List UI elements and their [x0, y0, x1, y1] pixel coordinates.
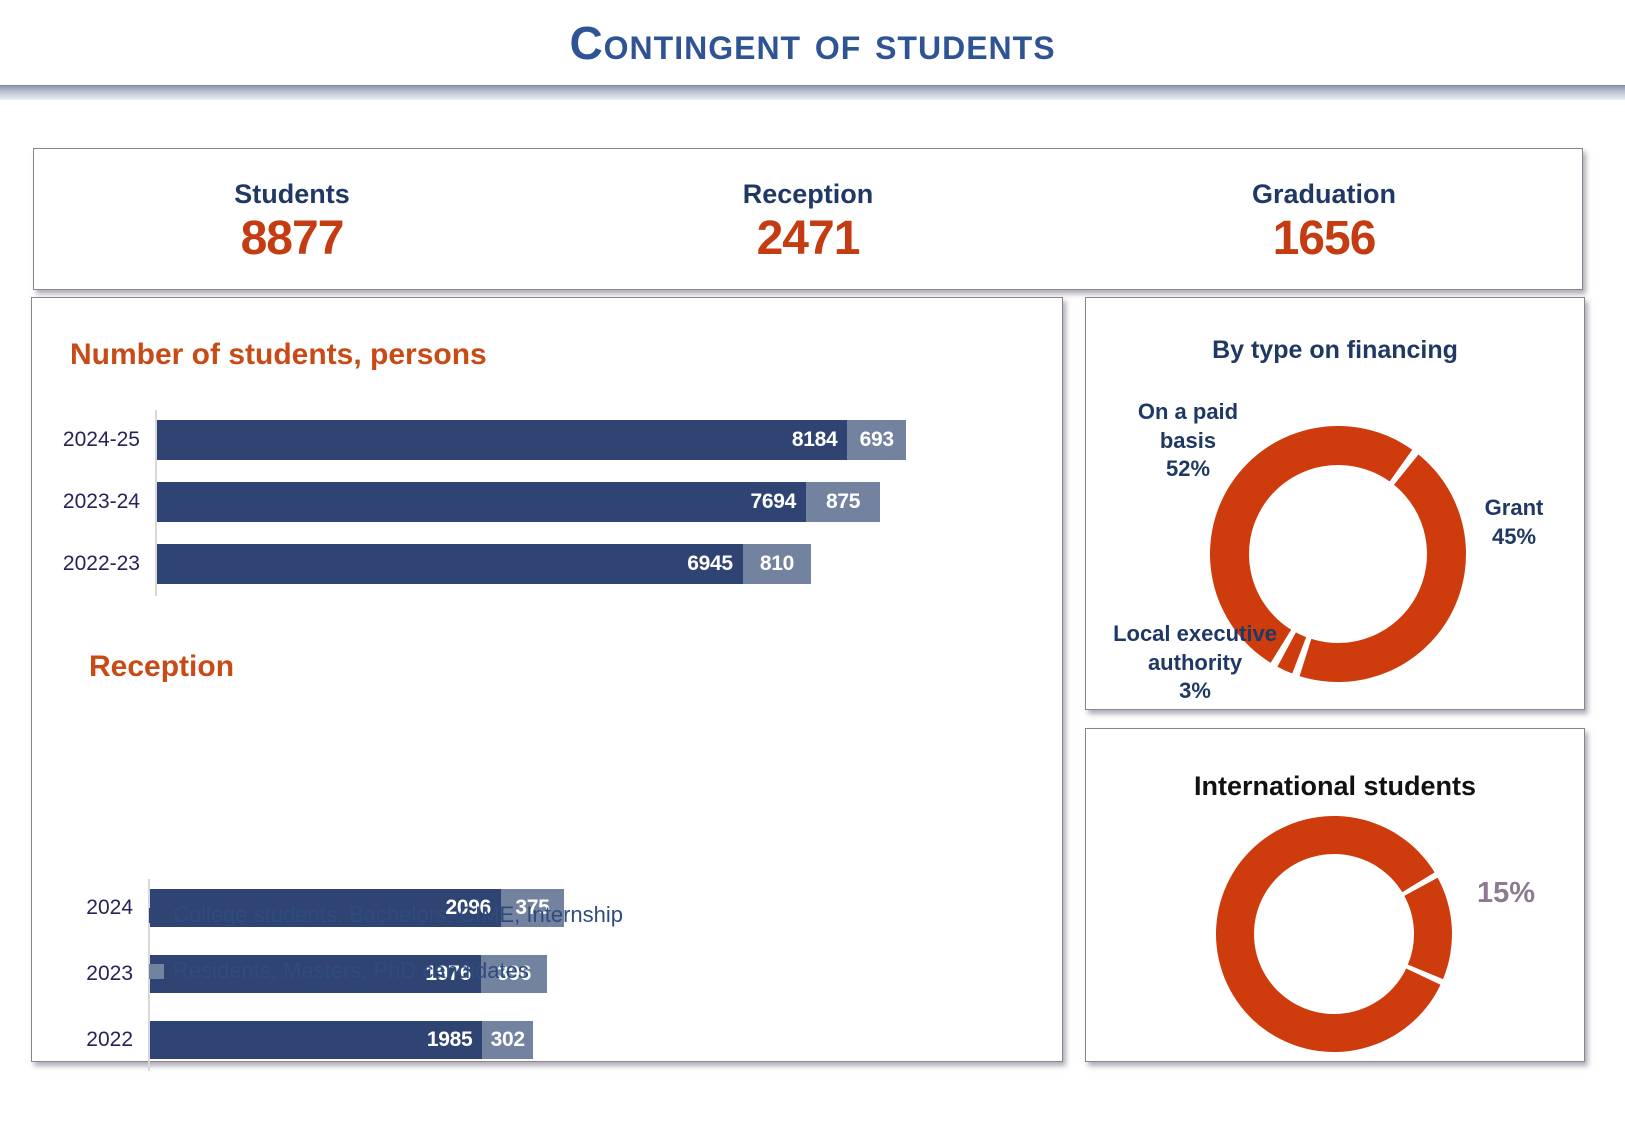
- bar-segment-secondary: 693: [847, 420, 906, 460]
- reception-bar-chart: 2024 2096 375 2023 1976 396 2022 1985 302: [32, 879, 1062, 1071]
- bar-row: 2023 1976 396: [32, 955, 1062, 993]
- bar-row: 2024 2096 375: [32, 889, 1062, 927]
- financing-label-grant-text: Grant: [1484, 495, 1544, 520]
- financing-label-paid: On a paid basis 52%: [1122, 398, 1254, 484]
- category-label: 2024: [86, 896, 133, 919]
- bar-segment-primary: 2096: [149, 889, 502, 927]
- bar-value-label: 875: [825, 490, 861, 513]
- legend-swatch-secondary-icon: [149, 963, 164, 979]
- bar-row: 2022 1985 302: [32, 1021, 1062, 1059]
- bar-value-label: 302: [490, 1028, 525, 1051]
- bar-segment-secondary: 396: [480, 955, 548, 993]
- stat-students-label: Students: [234, 179, 350, 210]
- donut-slice: [1299, 454, 1466, 682]
- bar-segment-secondary: 810: [742, 544, 812, 584]
- financing-label-grant: Grant 45%: [1464, 494, 1564, 551]
- international-donut-chart: [1216, 816, 1452, 1052]
- legend-label-primary: College students, Bachelors, CIME, Inter…: [173, 902, 624, 927]
- summary-stats-panel: Students 8877 Reception 2471 Graduation …: [33, 148, 1583, 290]
- bar-track: 1985 302: [149, 1021, 534, 1059]
- bar-segment-primary: 1985: [149, 1021, 483, 1059]
- stat-graduation: Graduation 1656: [1066, 173, 1582, 264]
- stat-graduation-value: 1656: [1272, 212, 1377, 266]
- chart-legend: College students, Bachelors, CIME, Inter…: [149, 902, 623, 1014]
- bar-value-label: 1976: [425, 962, 471, 985]
- category-label: 2022-23: [62, 552, 140, 575]
- bar-segment-primary: 1976: [149, 955, 481, 993]
- bar-value-label: 375: [515, 896, 550, 919]
- bar-value-label: 1985: [426, 1028, 473, 1051]
- donut-slice: [1404, 877, 1452, 980]
- legend-item-secondary: Residents, Masters, PhD candidates: [149, 958, 623, 984]
- bar-segment-primary: 7694: [156, 482, 807, 522]
- financing-label-paid-pct: 52%: [1165, 456, 1211, 482]
- financing-label-local-pct: 3%: [1179, 678, 1211, 704]
- bar-segment-secondary: 875: [806, 482, 880, 522]
- y-axis-line: [155, 410, 157, 596]
- students-bar-chart: 2024-25 8184 693 2023-24 7694 875 2022-23 6945 8…: [32, 410, 1062, 596]
- stat-reception-label: Reception: [742, 179, 874, 210]
- title-divider: [0, 85, 1625, 100]
- bar-track: 7694 875: [156, 482, 880, 522]
- international-pct-label: 15%: [1476, 877, 1536, 909]
- legend-label-secondary: Residents, Masters, PhD candidates: [173, 958, 529, 983]
- bar-segment-primary: 8184: [156, 420, 848, 460]
- bar-row: 2023-24 7694 875: [32, 482, 1062, 522]
- financing-label-grant-pct: 45%: [1491, 523, 1537, 549]
- stat-students-value: 8877: [240, 212, 345, 266]
- bar-segment-secondary: 375: [501, 889, 564, 927]
- stat-graduation-label: Graduation: [1251, 179, 1396, 210]
- bar-track: 1976 396: [149, 955, 548, 993]
- bar-track: 8184 693: [156, 420, 906, 460]
- bar-value-label: 396: [497, 962, 532, 985]
- bar-segment-secondary: 302: [482, 1021, 534, 1059]
- stat-students: Students 8877: [34, 173, 550, 264]
- reception-chart-title: Reception: [89, 650, 235, 683]
- category-label: 2023: [86, 962, 133, 985]
- stat-reception-value: 2471: [756, 212, 861, 266]
- bar-row: 2022-23 6945 810: [32, 544, 1062, 584]
- bar-track: 2096 375: [149, 889, 564, 927]
- international-panel: International students 15%: [1085, 728, 1585, 1062]
- financing-label-local: Local executive authority 3%: [1100, 620, 1290, 706]
- bar-value-label: 693: [859, 428, 894, 451]
- bar-value-label: 7694: [750, 490, 797, 513]
- bar-value-label: 2096: [445, 896, 492, 919]
- donut-slice: [1277, 632, 1307, 674]
- legend-item-primary: College students, Bachelors, CIME, Inter…: [149, 902, 623, 928]
- donut-slice: [1216, 816, 1441, 1052]
- page-title: Contingent of students: [569, 17, 1056, 69]
- financing-panel: By type on financing On a paid basis 52%…: [1085, 297, 1585, 710]
- bar-value-label: 6945: [687, 552, 733, 575]
- financing-donut-chart: [1210, 425, 1466, 682]
- category-label: 2024-25: [62, 428, 140, 451]
- bar-track: 6945 810: [156, 544, 812, 584]
- students-chart-title: Number of students, persons: [70, 338, 487, 371]
- bar-segment-primary: 6945: [156, 544, 743, 584]
- stat-reception: Reception 2471: [550, 173, 1066, 264]
- category-label: 2023-24: [62, 490, 140, 513]
- category-label: 2022: [86, 1028, 133, 1051]
- donut-slice: [1210, 425, 1413, 663]
- bar-value-label: 810: [759, 552, 795, 575]
- financing-label-paid-text: On a paid basis: [1137, 399, 1239, 453]
- bar-charts-panel: Number of students, persons 2024-25 8184 6…: [31, 297, 1063, 1071]
- bar-value-label: 8184: [791, 428, 838, 451]
- financing-chart-title: By type on financing: [1212, 336, 1458, 364]
- bar-row: 2024-25 8184 693: [32, 420, 1062, 460]
- legend-swatch-primary-icon: [149, 907, 164, 923]
- international-chart-title: International students: [1193, 771, 1477, 801]
- financing-label-local-text: Local executive authority: [1113, 621, 1277, 675]
